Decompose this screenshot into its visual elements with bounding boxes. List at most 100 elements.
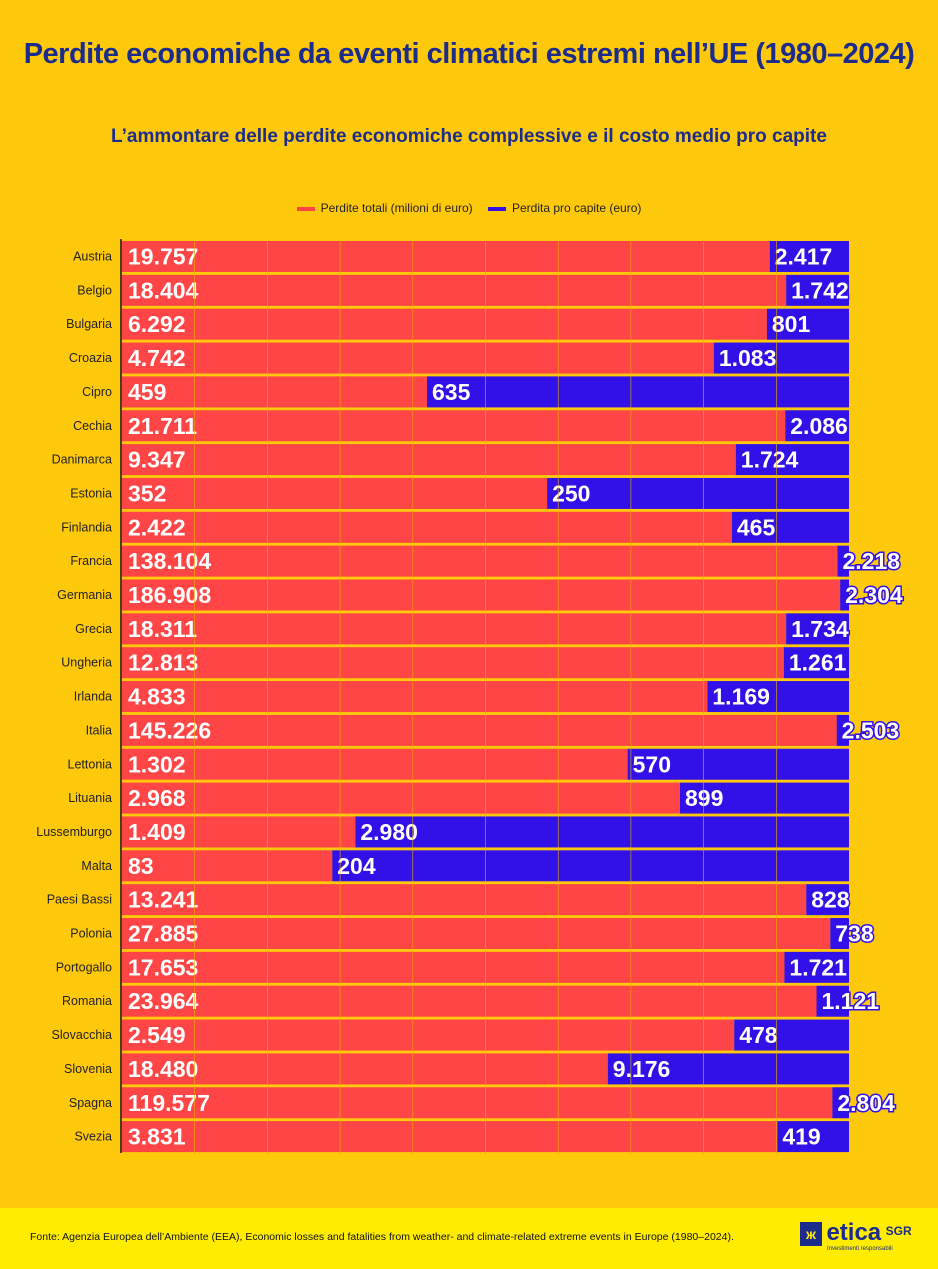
value-label-total: 17.653 xyxy=(128,954,198,980)
value-label-total: 3.831 xyxy=(128,1124,186,1150)
category-label: Lituania xyxy=(68,791,112,805)
value-label-total: 1.302 xyxy=(128,751,186,777)
chart-title: Perdite economiche da eventi climatici e… xyxy=(23,38,915,70)
value-label-percapita: 2.804 xyxy=(837,1090,895,1116)
value-label-total: 18.480 xyxy=(128,1056,198,1082)
value-label-total: 2.968 xyxy=(128,785,186,811)
value-label-percapita: 204 xyxy=(337,853,376,879)
category-label: Polonia xyxy=(70,927,112,941)
bar-percapita-Svezia xyxy=(777,1121,849,1153)
value-label-total: 18.311 xyxy=(128,616,197,642)
bar-percapita-Slovacchia xyxy=(734,1019,849,1051)
bar-percapita-Slovenia xyxy=(607,1053,849,1085)
value-label-total: 145.226 xyxy=(128,717,211,743)
value-label-total: 352 xyxy=(128,480,166,506)
bar-total-Francia xyxy=(122,545,838,577)
value-label-percapita: 2.980 xyxy=(360,819,418,845)
bar-percapita-Irlanda xyxy=(707,681,849,713)
bar-percapita-Romania xyxy=(816,985,849,1017)
bar-percapita-Portogallo xyxy=(784,951,849,983)
bar-total-Lettonia xyxy=(122,748,628,780)
value-label-percapita: 1.083 xyxy=(719,345,777,371)
bar-percapita-Cechia xyxy=(785,410,849,442)
bar-total-Svezia xyxy=(122,1121,778,1153)
bar-percapita-Lussemburgo xyxy=(355,816,849,848)
value-label-percapita: 635 xyxy=(432,379,471,405)
bar-percapita-Malta xyxy=(332,850,849,882)
bar-percapita-Francia xyxy=(837,545,849,577)
value-label-total: 27.885 xyxy=(128,921,199,947)
bar-percapita-Ungheria xyxy=(783,647,849,679)
bar-percapita-Estonia xyxy=(547,477,849,509)
value-label-total: 1.409 xyxy=(128,819,186,845)
bar-total-Cechia xyxy=(122,410,786,442)
value-label-total: 9.347 xyxy=(128,447,186,473)
bar-total-Bulgaria xyxy=(122,308,767,340)
category-label: Germania xyxy=(57,588,112,602)
value-label-total: 2.549 xyxy=(128,1022,186,1048)
value-label-total: 119.577 xyxy=(128,1090,210,1116)
value-label-percapita: 570 xyxy=(633,751,671,777)
bar-percapita-Polonia xyxy=(830,918,849,949)
category-label: Paesi Bassi xyxy=(47,893,112,907)
bar-total-Ungheria xyxy=(122,647,784,679)
bar-percapita-Lettonia xyxy=(627,748,849,780)
bar-total-Polonia xyxy=(122,918,831,949)
category-label: Finlandia xyxy=(61,520,112,534)
bar-total-Croazia xyxy=(122,342,714,374)
value-label-percapita: 9.176 xyxy=(613,1056,671,1082)
bar-percapita-Cipro xyxy=(427,376,849,408)
bar-percapita-Danimarca xyxy=(735,444,849,476)
value-label-percapita: 2.503 xyxy=(842,717,900,743)
value-label-total: 18.404 xyxy=(128,277,199,303)
category-label: Lettonia xyxy=(68,757,113,771)
category-label: Cechia xyxy=(73,419,112,433)
bar-total-Finlandia xyxy=(122,511,732,543)
category-label: Romania xyxy=(62,994,112,1008)
category-label: Svezia xyxy=(74,1130,112,1144)
bar-percapita-Spagna xyxy=(832,1087,849,1119)
value-label-percapita: 2.218 xyxy=(843,548,901,574)
category-label: Austria xyxy=(73,250,112,264)
legend-item-total: Perdite totali (milioni di euro) xyxy=(296,201,473,215)
bar-percapita-Paesi Bassi xyxy=(806,884,849,916)
value-label-percapita: 2.304 xyxy=(845,582,903,608)
legend: Perdite totali (milioni di euro) Perdita… xyxy=(0,201,938,215)
bar-total-Paesi Bassi xyxy=(122,884,807,916)
category-label: Portogallo xyxy=(56,960,112,974)
category-label: Ungheria xyxy=(61,656,112,670)
value-label-total: 21.711 xyxy=(128,413,197,439)
bar-total-Slovacchia xyxy=(122,1019,735,1051)
value-label-percapita: 1.721 xyxy=(789,954,847,980)
bar-total-Cipro xyxy=(122,376,428,408)
bar-total-Italia xyxy=(122,714,837,746)
category-label: Belgio xyxy=(77,283,112,297)
bar-total-Danimarca xyxy=(122,444,736,476)
source-note: Fonte: Agenzia Europea dell’Ambiente (EE… xyxy=(30,1231,734,1243)
category-label: Irlanda xyxy=(74,690,112,704)
category-label: Bulgaria xyxy=(66,317,112,331)
bar-total-Austria xyxy=(122,241,770,272)
value-label-total: 4.833 xyxy=(128,684,186,710)
bar-chart: Austria 19.757 2.417 Belgio 18.404 1.742 Bulga… xyxy=(36,239,904,1155)
value-label-percapita: 1.724 xyxy=(741,447,799,473)
value-label-percapita: 828 xyxy=(811,887,850,913)
value-label-percapita: 801 xyxy=(772,311,811,337)
value-label-percapita: 478 xyxy=(739,1022,778,1048)
bar-percapita-Italia xyxy=(836,714,849,746)
bar-percapita-Belgio xyxy=(786,274,849,306)
bar-total-Portogallo xyxy=(122,951,785,983)
value-label-percapita: 419 xyxy=(782,1124,820,1150)
value-label-percapita: 465 xyxy=(737,514,776,540)
value-label-percapita: 738 xyxy=(835,921,874,947)
value-label-total: 13.241 xyxy=(128,887,199,913)
bar-total-Irlanda xyxy=(122,681,708,713)
value-label-total: 23.964 xyxy=(128,988,199,1014)
bar-total-Romania xyxy=(122,985,817,1017)
bar-percapita-Lituania xyxy=(679,782,849,814)
value-label-total: 4.742 xyxy=(128,345,186,371)
bar-percapita-Bulgaria xyxy=(766,308,849,340)
bar-total-Slovenia xyxy=(122,1053,608,1085)
category-label: Cipro xyxy=(82,385,112,399)
value-label-percapita: 899 xyxy=(685,785,723,811)
